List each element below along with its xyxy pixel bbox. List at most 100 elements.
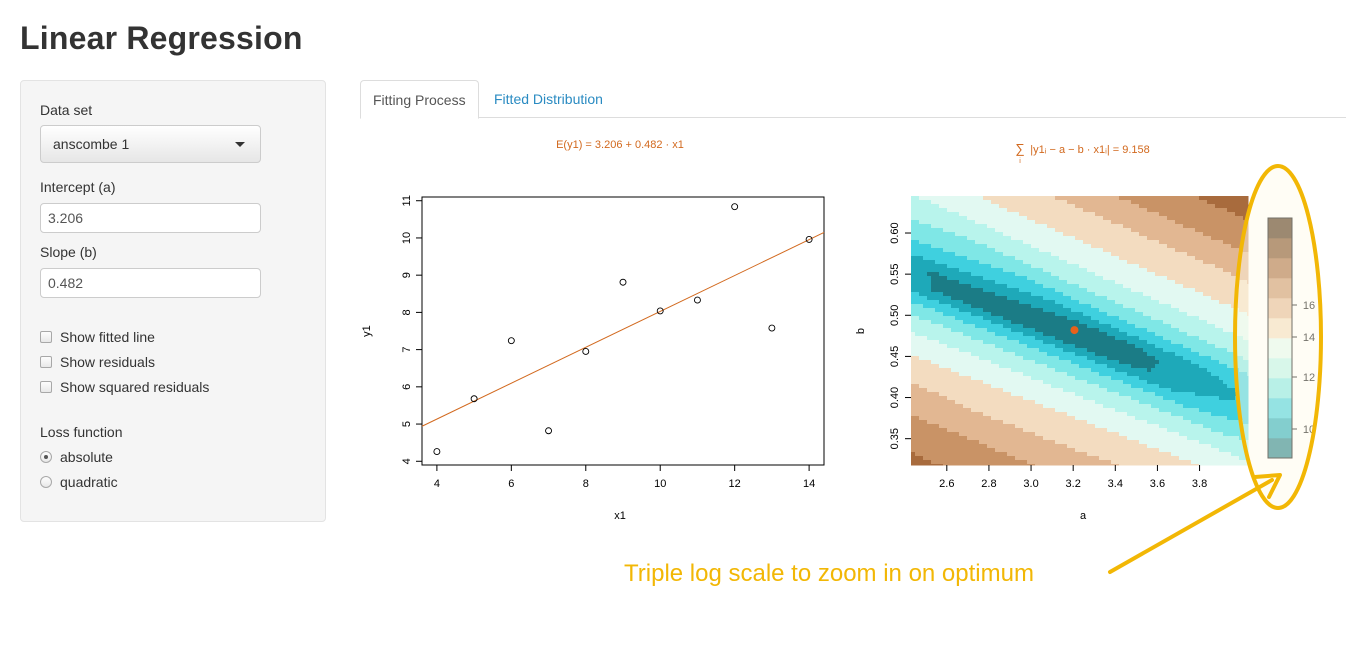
- tab-fitted-distribution[interactable]: Fitted Distribution: [494, 91, 603, 107]
- heatmap-cell: [1087, 292, 1092, 297]
- heatmap-cell: [971, 244, 976, 249]
- heatmap-cell: [1135, 276, 1140, 281]
- heatmap-cell: [1095, 376, 1100, 381]
- heatmap-cell: [1159, 256, 1164, 261]
- heatmap-cell: [943, 412, 948, 417]
- dataset-select[interactable]: anscombe 1: [40, 125, 261, 163]
- heatmap-cell: [1071, 368, 1076, 373]
- heatmap-cell: [971, 248, 976, 253]
- heatmap-cell: [1195, 396, 1200, 401]
- heatmap-cell: [1019, 264, 1024, 269]
- heatmap-cell: [1007, 248, 1012, 253]
- heatmap-cell: [1087, 276, 1092, 281]
- heatmap-cell: [1159, 232, 1164, 237]
- heatmap-cell: [927, 304, 932, 309]
- heatmap-cell: [1023, 336, 1028, 341]
- heatmap-cell: [943, 300, 948, 305]
- heatmap-cell: [1019, 216, 1024, 221]
- heatmap-cell: [1087, 428, 1092, 433]
- checkbox-box[interactable]: [40, 381, 52, 393]
- heatmap-cell: [1063, 460, 1068, 465]
- heatmap-cell: [1195, 448, 1200, 453]
- heatmap-cell: [935, 268, 940, 273]
- heatmap-cell: [939, 416, 944, 421]
- heatmap-cell: [1167, 204, 1172, 209]
- heatmap-cell: [1047, 220, 1052, 225]
- loss-option-quadratic[interactable]: quadratic: [40, 474, 118, 490]
- heatmap-cell: [1151, 308, 1156, 313]
- heatmap-cell: [927, 272, 932, 277]
- radio-button[interactable]: [40, 451, 52, 463]
- heatmap-cell: [1051, 424, 1056, 429]
- heatmap-cell: [1079, 424, 1084, 429]
- heatmap-cell: [1175, 380, 1180, 385]
- heatmap-cell: [943, 424, 948, 429]
- heatmap-cell: [1123, 208, 1128, 213]
- heatmap-cell: [999, 268, 1004, 273]
- heatmap-cell: [1131, 392, 1136, 397]
- heatmap-cell: [1003, 224, 1008, 229]
- heatmap-cell: [1039, 308, 1044, 313]
- heatmap-cell: [1127, 304, 1132, 309]
- loss-option-absolute[interactable]: absolute: [40, 449, 113, 465]
- heatmap-cell: [999, 400, 1004, 405]
- heatmap-cell: [1023, 248, 1028, 253]
- heatmap-cell: [995, 340, 1000, 345]
- heatmap-cell: [1179, 300, 1184, 305]
- heatmap-cell: [1051, 240, 1056, 245]
- heatmap-cell: [1159, 400, 1164, 405]
- heatmap-cell: [963, 200, 968, 205]
- heatmap-cell: [927, 368, 932, 373]
- heatmap-cell: [947, 380, 952, 385]
- radio-button[interactable]: [40, 476, 52, 488]
- heatmap-cell: [1015, 216, 1020, 221]
- heatmap-cell: [943, 452, 948, 457]
- heatmap-cell: [1003, 328, 1008, 333]
- heatmap-cell: [1171, 288, 1176, 293]
- heatmap-cell: [939, 368, 944, 373]
- heatmap-cell: [1051, 412, 1056, 417]
- heatmap-cell: [1067, 248, 1072, 253]
- heatmap-cell: [915, 316, 920, 321]
- heatmap-cell: [1027, 324, 1032, 329]
- heatmap-cell: [1175, 224, 1180, 229]
- heatmap-cell: [1127, 324, 1132, 329]
- heatmap-cell: [1015, 196, 1020, 201]
- heatmap-cell: [1135, 236, 1140, 241]
- heatmap-cell: [963, 392, 968, 397]
- heatmap-cell: [1123, 352, 1128, 357]
- heatmap-cell: [1131, 196, 1136, 201]
- show-residuals-checkbox[interactable]: Show residuals: [40, 354, 155, 370]
- heatmap-cell: [911, 296, 916, 301]
- checkbox-box[interactable]: [40, 331, 52, 343]
- show-squared-residuals-checkbox[interactable]: Show squared residuals: [40, 379, 209, 395]
- heatmap-cell: [1151, 384, 1156, 389]
- heatmap-cell: [963, 432, 968, 437]
- intercept-input[interactable]: [40, 203, 261, 233]
- slope-input[interactable]: [40, 268, 261, 298]
- heatmap-cell: [1183, 332, 1188, 337]
- heatmap-cell: [1071, 348, 1076, 353]
- heatmap-cell: [931, 232, 936, 237]
- heatmap-cell: [1111, 456, 1116, 461]
- heatmap-cell: [1147, 276, 1152, 281]
- heatmap-cell: [1071, 196, 1076, 201]
- show-fitted-line-checkbox[interactable]: Show fitted line: [40, 329, 155, 345]
- heatmap-cell: [1067, 208, 1072, 213]
- heatmap-cell: [1023, 312, 1028, 317]
- heatmap-cell: [1027, 432, 1032, 437]
- heatmap-cell: [1131, 388, 1136, 393]
- heatmap-cell: [1043, 276, 1048, 281]
- heatmap-cell: [1099, 204, 1104, 209]
- heatmap-cell: [959, 228, 964, 233]
- heatmap-cell: [959, 408, 964, 413]
- tab-fitting-process[interactable]: Fitting Process: [360, 80, 479, 119]
- heatmap-cell: [1051, 420, 1056, 425]
- heatmap-cell: [1155, 428, 1160, 433]
- heatmap-cell: [1143, 356, 1148, 361]
- heatmap-cell: [1087, 240, 1092, 245]
- heatmap-cell: [979, 264, 984, 269]
- heatmap-cell: [919, 216, 924, 221]
- heatmap-cell: [923, 452, 928, 457]
- checkbox-box[interactable]: [40, 356, 52, 368]
